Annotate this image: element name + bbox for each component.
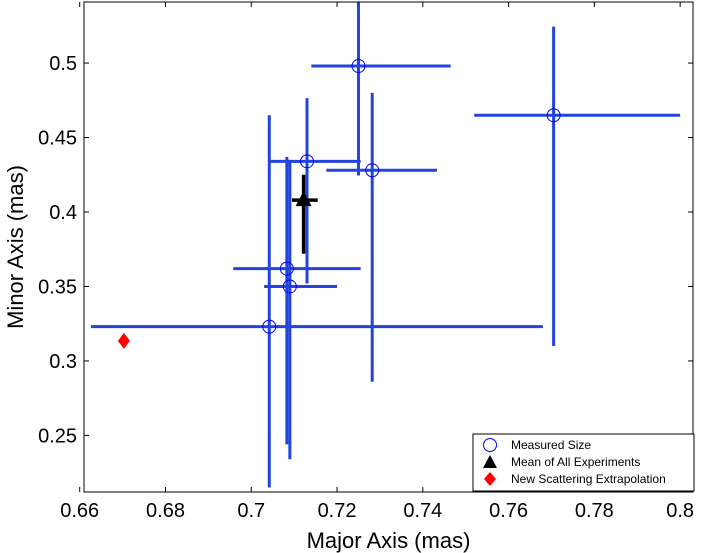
x-tick-label: 0.68 bbox=[146, 500, 185, 522]
x-tick-label: 0.74 bbox=[403, 500, 442, 522]
measured-size-point bbox=[279, 261, 294, 276]
x-tick-label: 0.72 bbox=[318, 500, 357, 522]
plot-frame bbox=[83, 1, 694, 493]
x-axis-label: Major Axis (mas) bbox=[307, 528, 471, 553]
y-tick-label: 0.3 bbox=[49, 351, 77, 373]
legend-entry-label: Measured Size bbox=[511, 438, 591, 452]
data-markers bbox=[117, 59, 561, 349]
y-tick-label: 0.4 bbox=[49, 202, 77, 224]
x-tick-label: 0.7 bbox=[237, 500, 265, 522]
legend-extrapolation-marker bbox=[484, 472, 496, 486]
y-axis-label: Minor Axis (mas) bbox=[3, 165, 28, 329]
measured-size-point bbox=[351, 59, 366, 74]
legend-entry-label: Mean of All Experiments bbox=[511, 455, 640, 469]
measured-size-point bbox=[282, 279, 297, 294]
x-tick-label: 0.76 bbox=[489, 500, 528, 522]
legend-measured-size-marker bbox=[483, 438, 497, 452]
legend-mean-marker bbox=[483, 455, 497, 468]
measured-size-point bbox=[300, 154, 315, 169]
measured-size-point bbox=[546, 108, 561, 123]
x-tick-label: 0.66 bbox=[60, 500, 99, 522]
measured-size-point bbox=[262, 319, 277, 334]
y-tick-label: 0.35 bbox=[38, 276, 77, 298]
measured-size-point bbox=[365, 163, 380, 178]
extrapolation-point bbox=[117, 332, 130, 349]
y-tick-label: 0.5 bbox=[49, 53, 77, 75]
legend-box bbox=[472, 433, 695, 492]
y-tick-label: 0.45 bbox=[38, 128, 77, 150]
y-tick-label: 0.25 bbox=[38, 425, 77, 447]
y-axis-ticks: 0.25 0.3 0.35 0.4 0.45 0.5 bbox=[38, 53, 693, 447]
mean-point bbox=[295, 191, 312, 207]
error-bars bbox=[90, 2, 681, 488]
legend: Measured Size Mean of All Experiments New … bbox=[472, 433, 695, 492]
x-tick-label: 0.78 bbox=[575, 500, 614, 522]
legend-entry-label: New Scattering Extrapolation bbox=[511, 472, 666, 486]
x-tick-label: 0.8 bbox=[666, 500, 694, 522]
x-axis-ticks: 0.66 0.68 0.7 0.72 0.74 0.76 0.78 0.8 bbox=[60, 2, 694, 522]
